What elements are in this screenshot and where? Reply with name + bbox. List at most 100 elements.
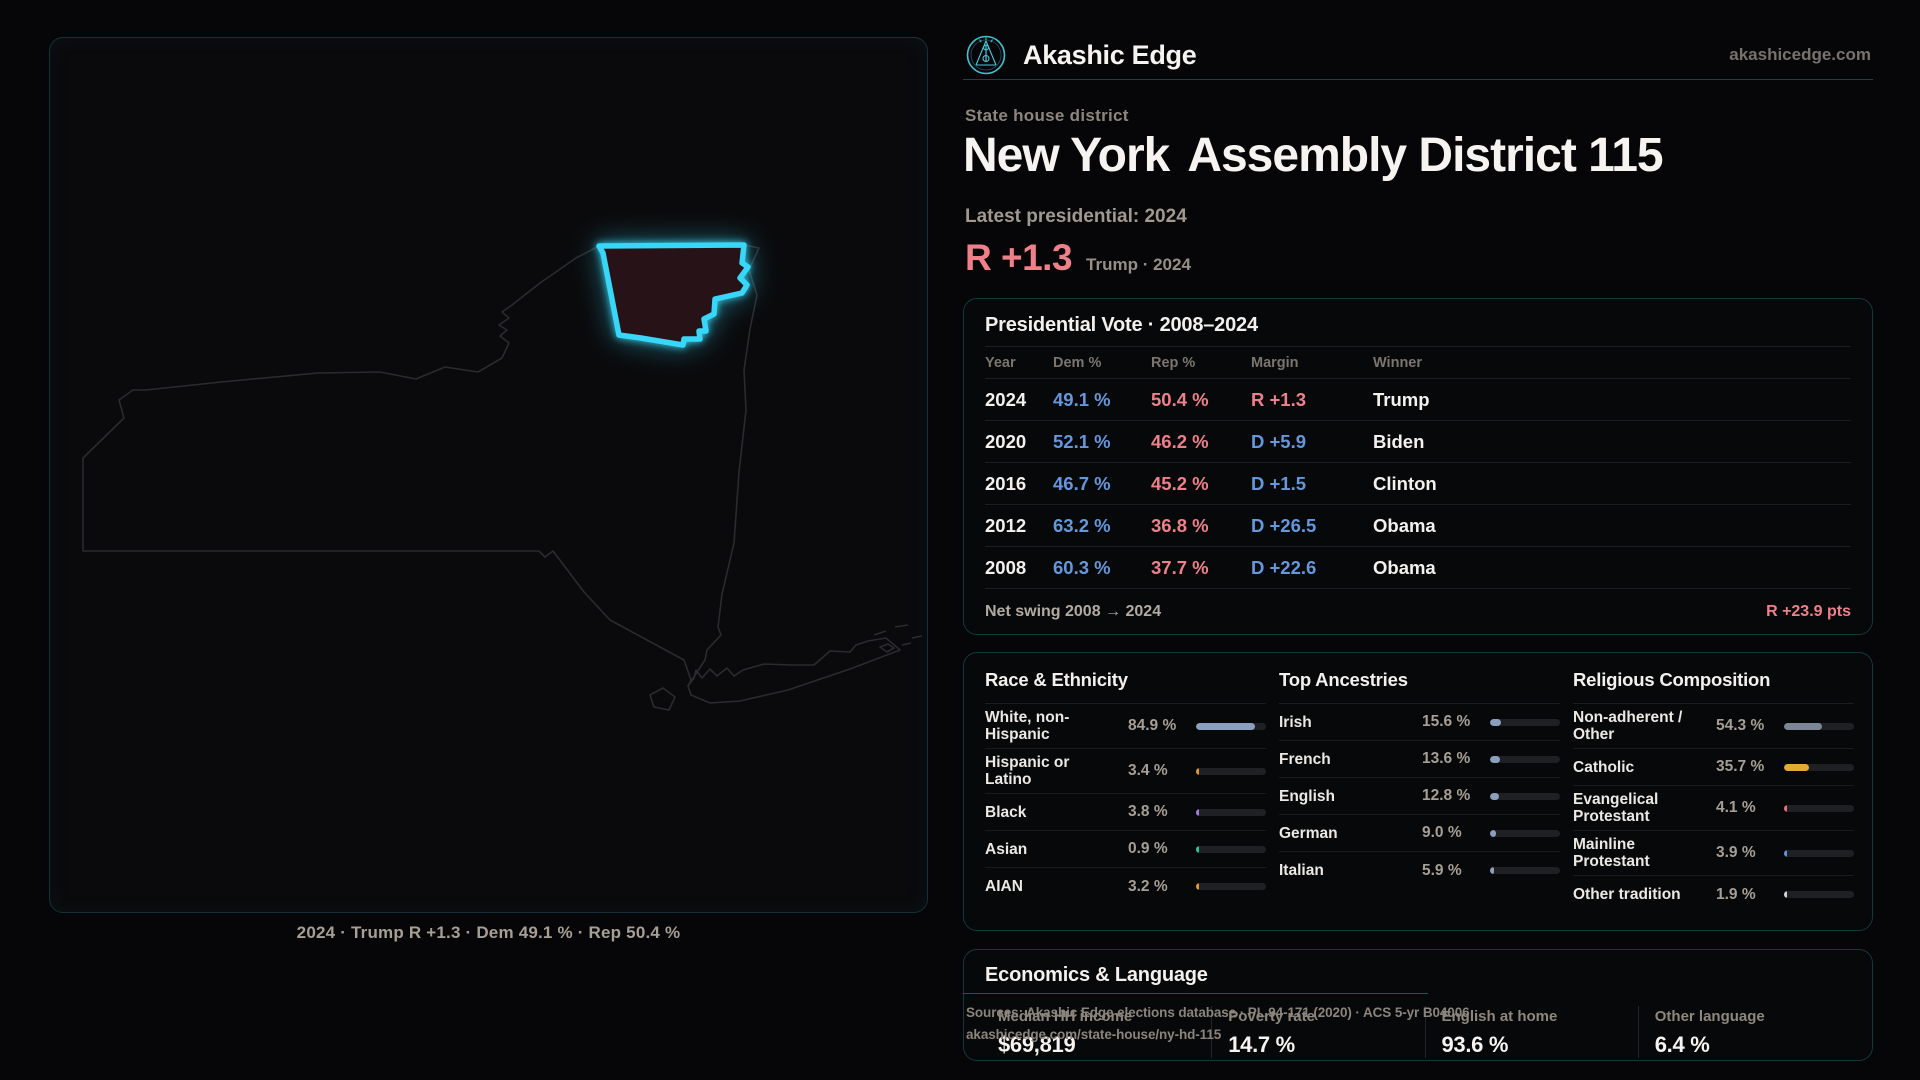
district-shape[interactable]: [596, 242, 751, 348]
presidential-vote-title: Presidential Vote · 2008–2024: [985, 314, 1258, 336]
demo-value: 54.3 %: [1716, 717, 1765, 734]
demo-label: AIAN: [985, 878, 1023, 895]
demo-row: Evangelical Protestant 4.1 %: [1573, 786, 1854, 831]
demo-bar: [1784, 891, 1854, 898]
race-ethnicity-section: Race & Ethnicity White, non-Hispanic 84.…: [985, 669, 1266, 913]
demo-label: English: [1279, 787, 1335, 805]
table-row: 2024 49.1 % 50.4 % R +1.3 Trump: [985, 379, 1851, 421]
margin-context: Trump · 2024: [1086, 255, 1191, 274]
table-header-row: Year Dem % Rep % Margin Winner: [985, 346, 1851, 379]
demo-row: Irish 15.6 %: [1279, 704, 1560, 741]
stat-label: Poverty rate: [1228, 1008, 1315, 1025]
demo-row: Non-adherent / Other 54.3 %: [1573, 704, 1854, 749]
demo-bar: [1196, 722, 1266, 730]
year-cell: 2016: [985, 472, 1027, 494]
source-url[interactable]: akashicedge.com/state-house/ny-hd-115: [966, 1027, 1222, 1042]
headline-margin: R +1.3 Trump · 2024: [965, 237, 1191, 279]
stat-other-language: Other language 6.4 %: [1637, 1006, 1851, 1058]
demo-value: 15.6 %: [1422, 713, 1471, 730]
demo-bar: [1784, 804, 1854, 812]
map-caption: 2024 · Trump R +1.3 · Dem 49.1 % · Rep 5…: [296, 923, 681, 942]
stat-value: 14.7 %: [1228, 1032, 1295, 1057]
latest-presidential-label: Latest presidential: 2024: [965, 206, 1187, 227]
col-dem: Dem %: [1053, 354, 1102, 371]
demo-value: 4.1 %: [1716, 799, 1756, 816]
stat-value: 93.6 %: [1441, 1032, 1509, 1057]
margin-cell: D +22.6: [1251, 556, 1317, 578]
ny-state-outline: [82, 244, 901, 704]
demo-label: Mainline Protestant: [1573, 836, 1650, 870]
dem-cell: 63.2 %: [1053, 514, 1111, 536]
dem-cell: 52.1 %: [1053, 430, 1111, 452]
demo-label: Hispanic or Latino: [985, 754, 1070, 788]
header-divider: [963, 79, 1873, 80]
demo-row: Black 3.8 %: [985, 794, 1266, 831]
dem-cell: 49.1 %: [1053, 388, 1111, 410]
source-footer: Sources: Akashic Edge elections database…: [966, 1002, 1470, 1046]
demo-bar: [1196, 845, 1266, 853]
economics-card: Economics & Language Median HH income $6…: [963, 949, 1873, 1061]
demo-value: 0.9 %: [1128, 840, 1168, 857]
year-cell: 2012: [985, 514, 1027, 536]
rep-cell: 46.2 %: [1151, 430, 1209, 452]
akashic-edge-logo-icon: [966, 35, 1006, 75]
col-year: Year: [985, 354, 1016, 371]
demo-value: 1.9 %: [1716, 885, 1756, 903]
stat-value: 6.4 %: [1654, 1032, 1710, 1057]
page-title-state: New York: [963, 129, 1170, 182]
demo-row: Mainline Protestant 3.9 %: [1573, 831, 1854, 876]
brand-name: Akashic Edge: [1023, 39, 1197, 70]
demo-label: White, non-Hispanic: [985, 709, 1070, 743]
religion-title: Religious Composition: [1573, 669, 1854, 704]
stat-value: $69,819: [998, 1032, 1076, 1057]
stat-label: Median HH income: [998, 1008, 1133, 1025]
demo-label: Evangelical Protestant: [1573, 791, 1659, 825]
demo-label: Italian: [1279, 862, 1324, 879]
demo-value: 9.0 %: [1422, 824, 1462, 841]
long-island-fragments: [873, 624, 923, 653]
demo-row: AIAN 3.2 %: [985, 868, 1266, 905]
ancestries-title: Top Ancestries: [1279, 669, 1560, 704]
demo-label: German: [1279, 824, 1338, 842]
demo-bar: [1490, 755, 1560, 763]
winner-cell: Trump: [1373, 388, 1430, 410]
demo-value: 35.7 %: [1716, 758, 1765, 775]
margin-cell: D +5.9: [1251, 430, 1307, 452]
demo-bar: [1490, 867, 1560, 874]
demo-row: Italian 5.9 %: [1279, 852, 1560, 889]
page-title-seat: Assembly District 115: [1187, 129, 1663, 182]
demo-value: 3.9 %: [1716, 844, 1756, 861]
demographics-card: Race & Ethnicity White, non-Hispanic 84.…: [963, 652, 1873, 931]
demo-label: Asian: [985, 840, 1028, 858]
table-row: 2016 46.7 % 45.2 % D +1.5 Clinton: [985, 463, 1851, 505]
stat-label: English at home: [1441, 1008, 1558, 1025]
margin-cell: D +26.5: [1251, 514, 1317, 536]
page-title: New York Assembly District 115: [963, 128, 1664, 183]
margin-cell: D +1.5: [1251, 472, 1307, 494]
demo-bar: [1784, 849, 1854, 857]
economics-stats: Median HH income $69,819 Poverty rate 14…: [998, 1006, 1851, 1058]
economics-title-underline: [963, 993, 1428, 994]
new-york-map: [82, 242, 923, 711]
demo-value: 3.4 %: [1128, 762, 1168, 779]
demo-label: Other tradition: [1573, 886, 1681, 903]
demo-bar: [1196, 808, 1266, 816]
winner-cell: Biden: [1373, 430, 1425, 452]
demo-bar: [1196, 883, 1266, 890]
demo-label: Black: [985, 803, 1027, 821]
stat-label: Other language: [1654, 1008, 1765, 1025]
demo-row: Asian 0.9 %: [985, 831, 1266, 868]
year-cell: 2020: [985, 430, 1027, 452]
demo-value: 3.2 %: [1128, 877, 1168, 895]
demo-bar: [1490, 792, 1560, 800]
rep-cell: 37.7 %: [1151, 556, 1209, 578]
demo-bar: [1196, 767, 1266, 775]
staten-island-outline: [649, 687, 676, 711]
demo-row: Other tradition 1.9 %: [1573, 876, 1854, 913]
demo-label: French: [1279, 750, 1331, 768]
brand-domain-link[interactable]: akashicedge.com: [1729, 45, 1871, 64]
demo-row: French 13.6 %: [1279, 741, 1560, 778]
demo-value: 5.9 %: [1422, 861, 1462, 879]
demo-row: English 12.8 %: [1279, 778, 1560, 815]
